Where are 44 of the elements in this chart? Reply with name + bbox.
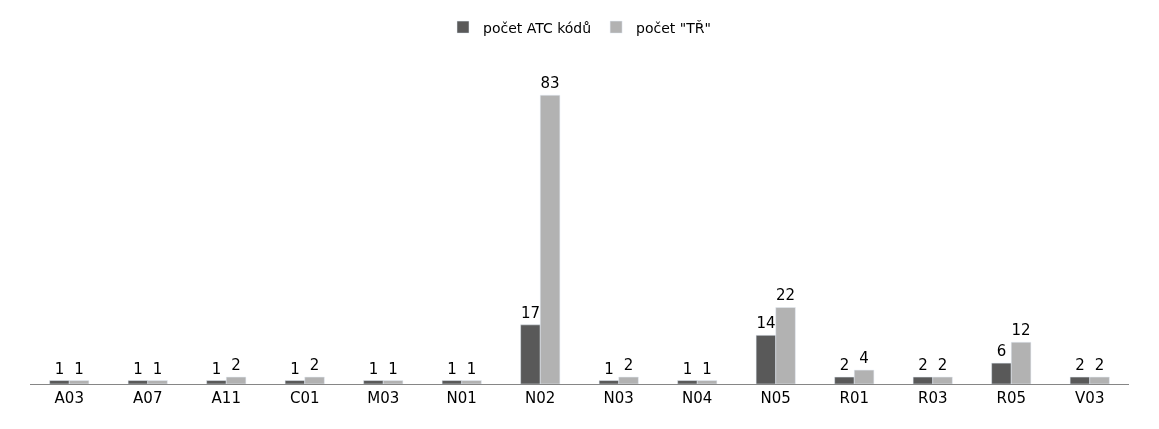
data-label: 1 (133, 359, 143, 378)
x-tick-label: A03 (54, 389, 84, 407)
data-label: 1 (702, 359, 712, 378)
data-label: 2 (839, 356, 850, 375)
x-tick-label: R03 (917, 389, 948, 407)
x-tick-label: A11 (211, 389, 241, 407)
x-tick-label: C01 (289, 389, 320, 407)
data-label: 1 (682, 359, 693, 378)
data-label: 1 (152, 359, 163, 378)
data-label: 2 (309, 356, 320, 375)
data-label: 1 (447, 359, 457, 378)
data-label: 83 (540, 74, 560, 93)
x-tick-label: N01 (446, 389, 477, 407)
data-label: 1 (466, 359, 477, 378)
x-tick-label: V03 (1075, 389, 1105, 407)
x-tick-label: R05 (996, 389, 1027, 407)
data-label: 1 (368, 359, 379, 378)
data-label: 2 (1075, 356, 1085, 375)
data-label: 1 (388, 359, 398, 378)
x-tick-label: R01 (839, 389, 870, 407)
data-label: 14 (756, 314, 776, 333)
data-label: 1 (211, 359, 222, 378)
legend-label: počet "TŘ" (636, 19, 711, 36)
data-label: 1 (54, 359, 65, 378)
data-label: 12 (1011, 321, 1031, 340)
data-label: 4 (859, 349, 869, 368)
x-tick-label: N04 (682, 389, 713, 407)
x-tick-label: N03 (603, 389, 634, 407)
data-label: 17 (520, 303, 540, 322)
data-label: 2 (231, 356, 241, 375)
data-label: 1 (290, 359, 300, 378)
x-tick-label: N02 (525, 389, 556, 407)
data-label: 1 (74, 359, 84, 378)
legend-label: počet ATC kódů (483, 19, 592, 36)
data-label: 1 (604, 359, 614, 378)
x-tick-label: A07 (133, 389, 163, 407)
data-label: 2 (918, 356, 928, 375)
data-label: 2 (623, 356, 634, 375)
x-tick-label: M03 (367, 389, 400, 407)
x-tick-label: N05 (760, 389, 791, 407)
data-label: 22 (776, 286, 796, 305)
data-label: 2 (937, 356, 948, 375)
data-label: 6 (996, 342, 1007, 361)
data-label: 2 (1094, 356, 1105, 375)
